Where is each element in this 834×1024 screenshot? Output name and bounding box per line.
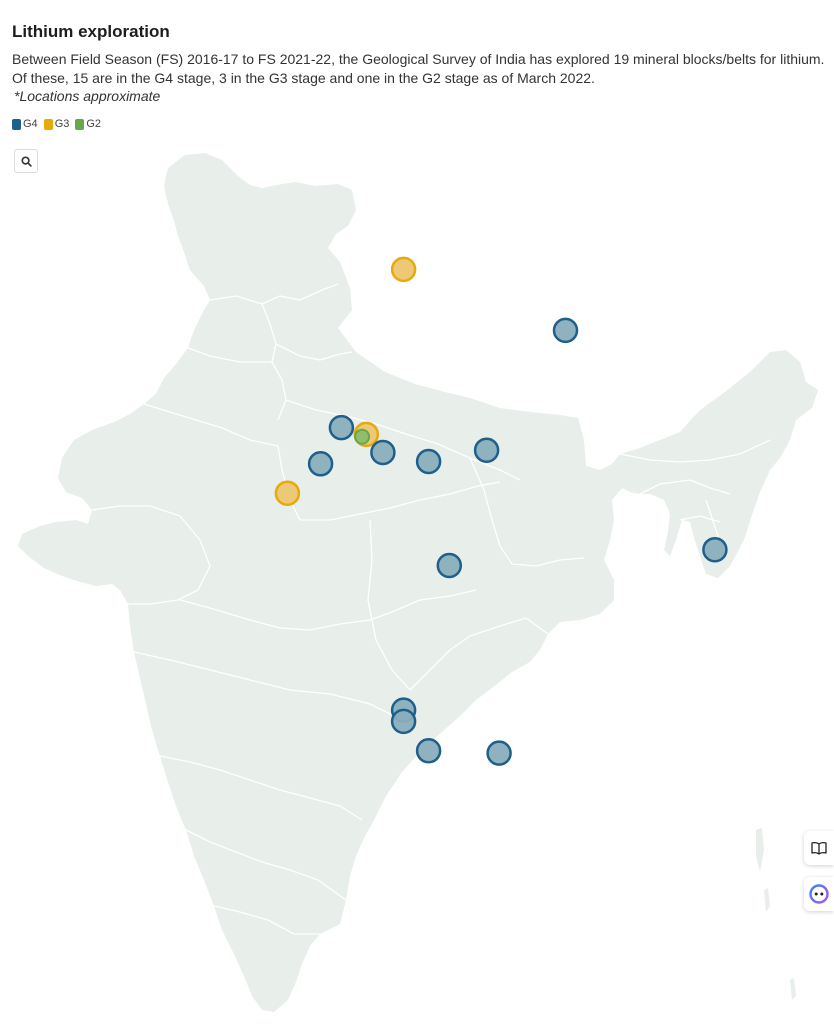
read-mode-button[interactable] (804, 831, 834, 865)
india-mainland (18, 153, 818, 1012)
legend-item-g3: G3 (43, 118, 70, 130)
search-icon (20, 155, 32, 167)
legend-swatch-g2 (75, 118, 85, 130)
marker-g3-jk[interactable] (390, 256, 417, 283)
marker-g4-uk[interactable] (552, 317, 579, 344)
state-borders (91, 283, 771, 935)
location-note: *Locations approximate (14, 88, 161, 104)
chart-title: Lithium exploration (12, 22, 170, 41)
marker-g4-ka4[interactable] (486, 740, 512, 766)
book-icon (811, 842, 827, 855)
marker-g4-rj1[interactable] (328, 414, 355, 441)
assistant-icon (809, 884, 829, 904)
marker-g3-gj[interactable] (274, 480, 301, 506)
marker-g4-mp1[interactable] (473, 437, 500, 463)
marker-g4-ka3[interactable] (415, 738, 442, 764)
andaman-islands (756, 828, 796, 1000)
marker-layer (274, 256, 728, 766)
map-search-button[interactable] (14, 149, 38, 173)
marker-g2-rj3[interactable] (354, 428, 371, 445)
legend-label-g2: G2 (86, 118, 102, 130)
marker-g4-rj5[interactable] (415, 448, 442, 475)
legend-label-g4: G4 (23, 118, 38, 130)
marker-g4-rj6[interactable] (307, 451, 334, 477)
land-layer (18, 153, 818, 1012)
assistant-button[interactable] (804, 877, 834, 911)
legend: G4 G3 G2 (12, 118, 101, 130)
marker-g4-ka2[interactable] (390, 708, 417, 735)
chart-description: Between Field Season (FS) 2016-17 to FS … (12, 51, 825, 86)
marker-g4-cg[interactable] (702, 536, 728, 563)
india-map[interactable] (0, 140, 834, 1024)
marker-g4-rj4[interactable] (370, 439, 396, 466)
marker-g4-mh[interactable] (436, 552, 463, 579)
legend-item-g2: G2 (75, 118, 101, 130)
legend-swatch-g3 (43, 118, 53, 130)
legend-item-g4: G4 (12, 118, 38, 130)
legend-swatch-g4 (12, 118, 21, 130)
legend-label-g3: G3 (54, 118, 70, 130)
